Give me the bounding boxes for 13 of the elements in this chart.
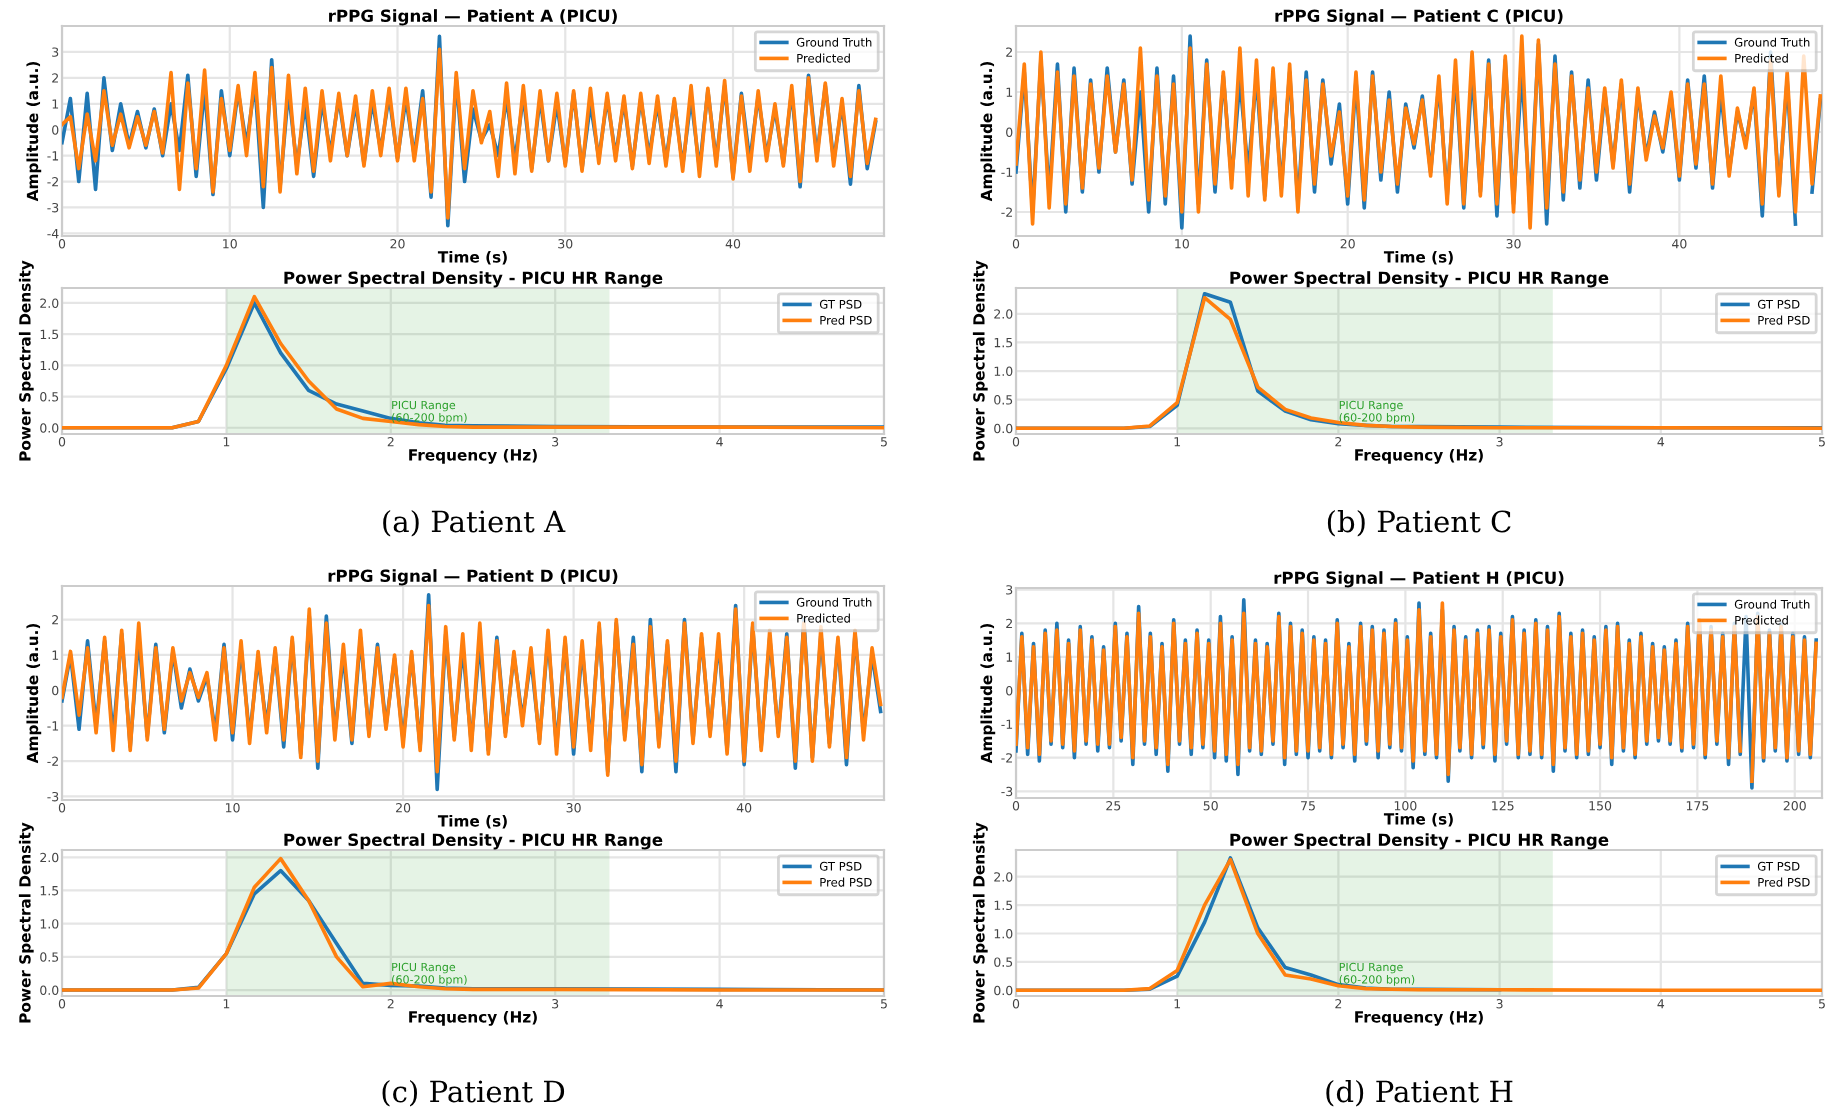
chart-title: rPPG Signal — Patient D (PICU): [328, 569, 618, 586]
chart-title: Power Spectral Density - PICU HR Range: [284, 271, 663, 288]
line-series: [1016, 857, 1822, 993]
chart-title: Power Spectral Density - PICU HR Range: [284, 833, 663, 850]
chart-title: Power Spectral Density - PICU HR Range: [1230, 833, 1609, 850]
text: (d) Patient H: [1326, 1079, 1513, 1107]
text: (c) Patient D: [382, 1079, 565, 1107]
chart-title: Power Spectral Density - PICU HR Range: [1230, 271, 1609, 288]
text: (a) Patient A: [383, 509, 566, 537]
chart-title: rPPG Signal — Patient H (PICU): [1274, 571, 1564, 588]
chart-title: rPPG Signal — Patient C (PICU): [1275, 9, 1563, 26]
text: (b) Patient C: [1327, 509, 1511, 537]
chart-title: rPPG Signal — Patient A (PICU): [329, 9, 617, 26]
